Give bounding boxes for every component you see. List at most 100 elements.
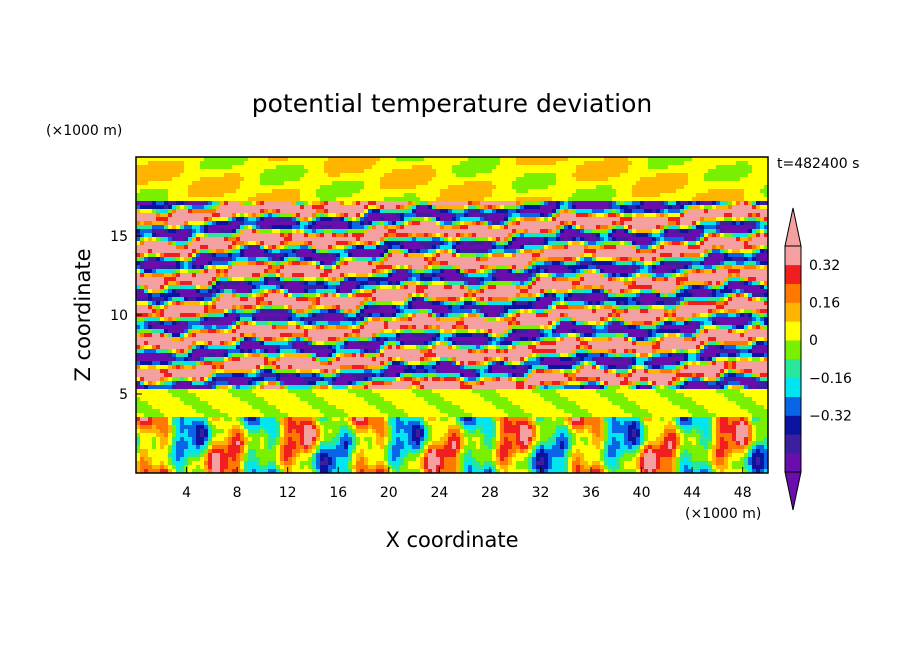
field-cell bbox=[284, 225, 289, 230]
field-cell bbox=[452, 209, 457, 214]
field-cell bbox=[460, 229, 465, 234]
field-cell bbox=[432, 177, 437, 182]
field-cell bbox=[372, 165, 377, 170]
field-cell bbox=[360, 237, 365, 242]
field-cell bbox=[372, 237, 377, 242]
field-cell bbox=[412, 213, 417, 218]
field-cell bbox=[552, 165, 557, 170]
field-cell bbox=[564, 253, 569, 258]
field-cell bbox=[140, 265, 145, 270]
field-cell bbox=[380, 173, 385, 178]
field-cell bbox=[724, 261, 729, 266]
field-cell bbox=[368, 197, 373, 202]
field-cell bbox=[552, 265, 557, 270]
field-cell bbox=[648, 249, 653, 254]
field-cell bbox=[500, 205, 505, 210]
field-cell bbox=[480, 189, 485, 194]
field-cell bbox=[224, 225, 229, 230]
field-cell bbox=[252, 177, 257, 182]
field-cell bbox=[532, 225, 537, 230]
field-cell bbox=[688, 233, 693, 238]
field-cell bbox=[468, 157, 473, 162]
field-cell bbox=[340, 217, 345, 222]
field-cell bbox=[540, 269, 545, 274]
field-cell bbox=[168, 261, 173, 266]
field-cell bbox=[440, 277, 445, 282]
field-cell bbox=[216, 177, 221, 182]
field-cell bbox=[660, 257, 665, 262]
field-cell bbox=[428, 229, 433, 234]
field-cell bbox=[556, 273, 561, 278]
field-cell bbox=[348, 265, 353, 270]
field-cell bbox=[280, 241, 285, 246]
field-cell bbox=[300, 221, 305, 226]
field-cell bbox=[456, 197, 461, 202]
field-cell bbox=[444, 201, 449, 206]
field-cell bbox=[732, 253, 737, 258]
field-cell bbox=[328, 221, 333, 226]
field-cell bbox=[184, 205, 189, 210]
field-cell bbox=[688, 245, 693, 250]
field-cell bbox=[460, 197, 465, 202]
field-cell bbox=[512, 157, 517, 162]
field-cell bbox=[224, 185, 229, 190]
field-cell bbox=[280, 173, 285, 178]
field-cell bbox=[432, 281, 437, 286]
field-cell bbox=[572, 269, 577, 274]
field-cell bbox=[156, 225, 161, 230]
field-cell bbox=[168, 225, 173, 230]
field-cell bbox=[408, 277, 413, 282]
field-cell bbox=[660, 229, 665, 234]
field-cell bbox=[496, 225, 501, 230]
field-cell bbox=[756, 217, 761, 222]
field-cell bbox=[316, 193, 321, 198]
field-cell bbox=[508, 185, 513, 190]
field-cell bbox=[308, 217, 313, 222]
field-cell bbox=[448, 277, 453, 282]
field-cell bbox=[136, 281, 141, 286]
field-cell bbox=[520, 245, 525, 250]
field-cell bbox=[252, 249, 257, 254]
field-cell bbox=[588, 233, 593, 238]
field-cell bbox=[200, 245, 205, 250]
field-cell bbox=[500, 213, 505, 218]
field-cell bbox=[764, 225, 768, 230]
field-cell bbox=[504, 185, 509, 190]
field-cell bbox=[172, 281, 177, 286]
field-cell bbox=[552, 185, 557, 190]
field-cell bbox=[588, 213, 593, 218]
field-cell bbox=[340, 273, 345, 278]
field-cell bbox=[700, 185, 705, 190]
field-cell bbox=[680, 173, 685, 178]
field-cell bbox=[388, 169, 393, 174]
field-cell bbox=[668, 193, 673, 198]
field-cell bbox=[672, 165, 677, 170]
field-cell bbox=[328, 201, 333, 206]
field-cell bbox=[584, 169, 589, 174]
field-cell bbox=[620, 197, 625, 202]
field-cell bbox=[568, 189, 573, 194]
field-cell bbox=[664, 177, 669, 182]
field-cell bbox=[208, 177, 213, 182]
field-cell bbox=[308, 225, 313, 230]
field-cell bbox=[216, 201, 221, 206]
field-cell bbox=[224, 229, 229, 234]
field-cell bbox=[616, 245, 621, 250]
field-cell bbox=[464, 269, 469, 274]
field-cell bbox=[724, 197, 729, 202]
field-cell bbox=[712, 249, 717, 254]
field-cell bbox=[152, 269, 157, 274]
field-cell bbox=[356, 185, 361, 190]
field-cell bbox=[592, 197, 597, 202]
field-cell bbox=[312, 245, 317, 250]
field-cell bbox=[728, 197, 733, 202]
field-cell bbox=[640, 213, 645, 218]
field-cell bbox=[356, 217, 361, 222]
field-cell bbox=[280, 213, 285, 218]
field-cell bbox=[668, 221, 673, 226]
field-cell bbox=[620, 165, 625, 170]
field-cell bbox=[640, 225, 645, 230]
field-cell bbox=[520, 197, 525, 202]
field-cell bbox=[536, 249, 541, 254]
field-cell bbox=[216, 257, 221, 262]
